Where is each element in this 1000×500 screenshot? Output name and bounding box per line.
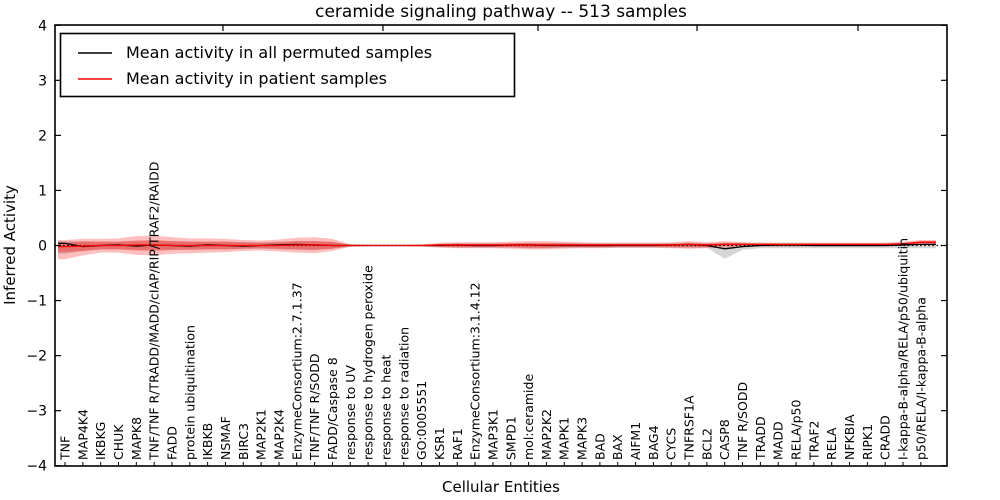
x-category-label: protein ubiquitination [182,325,197,460]
x-category-label: MAPK3 [575,417,590,460]
y-tick-label: −2 [26,349,47,365]
x-category-label: TRADD [753,416,768,461]
x-category-label: EnzymeConsortium:3.1.4.12 [468,282,483,460]
x-category-label: MAP4K4 [75,409,90,460]
patient-samples-range-outer-band [58,235,936,260]
y-tick-label: −3 [26,404,47,420]
y-tick-label: 0 [38,239,47,255]
patient-mean-line [58,241,936,248]
x-category-label: MAP2K1 [254,409,269,460]
x-category-label: MAP2K2 [539,409,554,460]
confidence-bands [58,235,936,260]
legend-box [59,32,516,98]
x-category-label: NSMAF [218,416,233,460]
x-category-label: TRAF2 [806,420,821,461]
series-lines [55,241,947,250]
x-category-label: response to hydrogen peroxide [361,265,376,460]
y-tick-label: 4 [38,18,47,34]
y-axis-label: Inferred Activity [1,185,19,305]
x-category-label: p50/RELA/I-kappa-B-alpha [913,297,928,460]
y-tick-label: −1 [26,294,47,310]
x-category-label: MADD [771,421,786,460]
x-category-label: BCL2 [699,428,714,460]
patient-samples-range-inner-band [58,239,936,253]
x-category-label: response to radiation [396,327,411,460]
x-category-label: RIPK1 [860,424,875,460]
x-category-label: TNF/TNF R/TRADD/MADD/cIAP/RIP/TRAF2/RAID… [147,162,162,461]
legend: Mean activity in all permuted samples Me… [59,32,516,98]
x-category-label: RELA [824,427,839,460]
x-category-label: NFKBIA [842,414,857,460]
y-tick-label: −4 [26,459,47,475]
x-category-label: IKBKB [200,423,215,460]
x-category-label: EnzymeConsortium:2.7.1.37 [289,282,304,460]
x-category-label: CRADD [878,415,893,460]
y-tick-labels: 4 3 2 1 0 −1 −2 −3 −4 [26,18,47,474]
x-category-label: CHUK [111,424,126,460]
y-tick-label: 3 [38,73,47,89]
x-category-label: BAG4 [646,425,661,460]
y-tick-label: 2 [38,128,47,144]
x-category-label: response to heat [378,354,393,460]
x-category-label: SMPD1 [503,416,518,460]
x-category-label: KSR1 [432,427,447,460]
x-category-label: MAPK8 [129,417,144,460]
x-category-label: FADD [164,426,179,460]
x-category-label: mol:ceramide [521,374,536,460]
y-tick-label: 1 [38,183,47,199]
plot-border [54,24,948,467]
x-category-label: GO:0005551 [414,381,429,460]
x-axis-label: Cellular Entities [442,478,560,496]
x-category-label: CYCS [664,428,679,460]
x-category-label: response to UV [343,365,358,460]
x-category-label: BIRC3 [236,423,251,460]
x-category-label: TNF/TNF R/SODD [307,354,322,461]
legend-label-permuted: Mean activity in all permuted samples [126,43,432,62]
x-category-label: MAPK1 [557,417,572,460]
x-category-label: AIFM1 [628,422,643,460]
x-category-label: TNF R/SODD [735,382,750,461]
x-category-label: BAX [610,434,625,460]
x-category-label: MAP3K1 [485,409,500,460]
x-category-label: RELA/p50 [789,400,804,460]
x-category-label: I-kappa-B-alpha/RELA/p50/ubiquitin [896,238,911,460]
x-category-label: IKBKG [93,422,108,460]
chart-title: ceramide signaling pathway -- 513 sample… [315,2,687,22]
x-category-label: BAD [592,433,607,460]
x-category-label: TNF [58,436,73,461]
x-category-label: TNFRSF1A [682,395,697,461]
x-category-label: RAF1 [450,428,465,460]
x-category-label: FADD/Caspase 8 [325,357,340,460]
x-category-label: CASP8 [717,419,732,460]
legend-label-patient: Mean activity in patient samples [126,69,387,88]
x-category-labels: TNF MAP4K4 IKBKG CHUK MAPK8 TNF/TNF R/TRADD/M… [58,162,929,461]
x-category-label: MAP2K4 [271,409,286,460]
